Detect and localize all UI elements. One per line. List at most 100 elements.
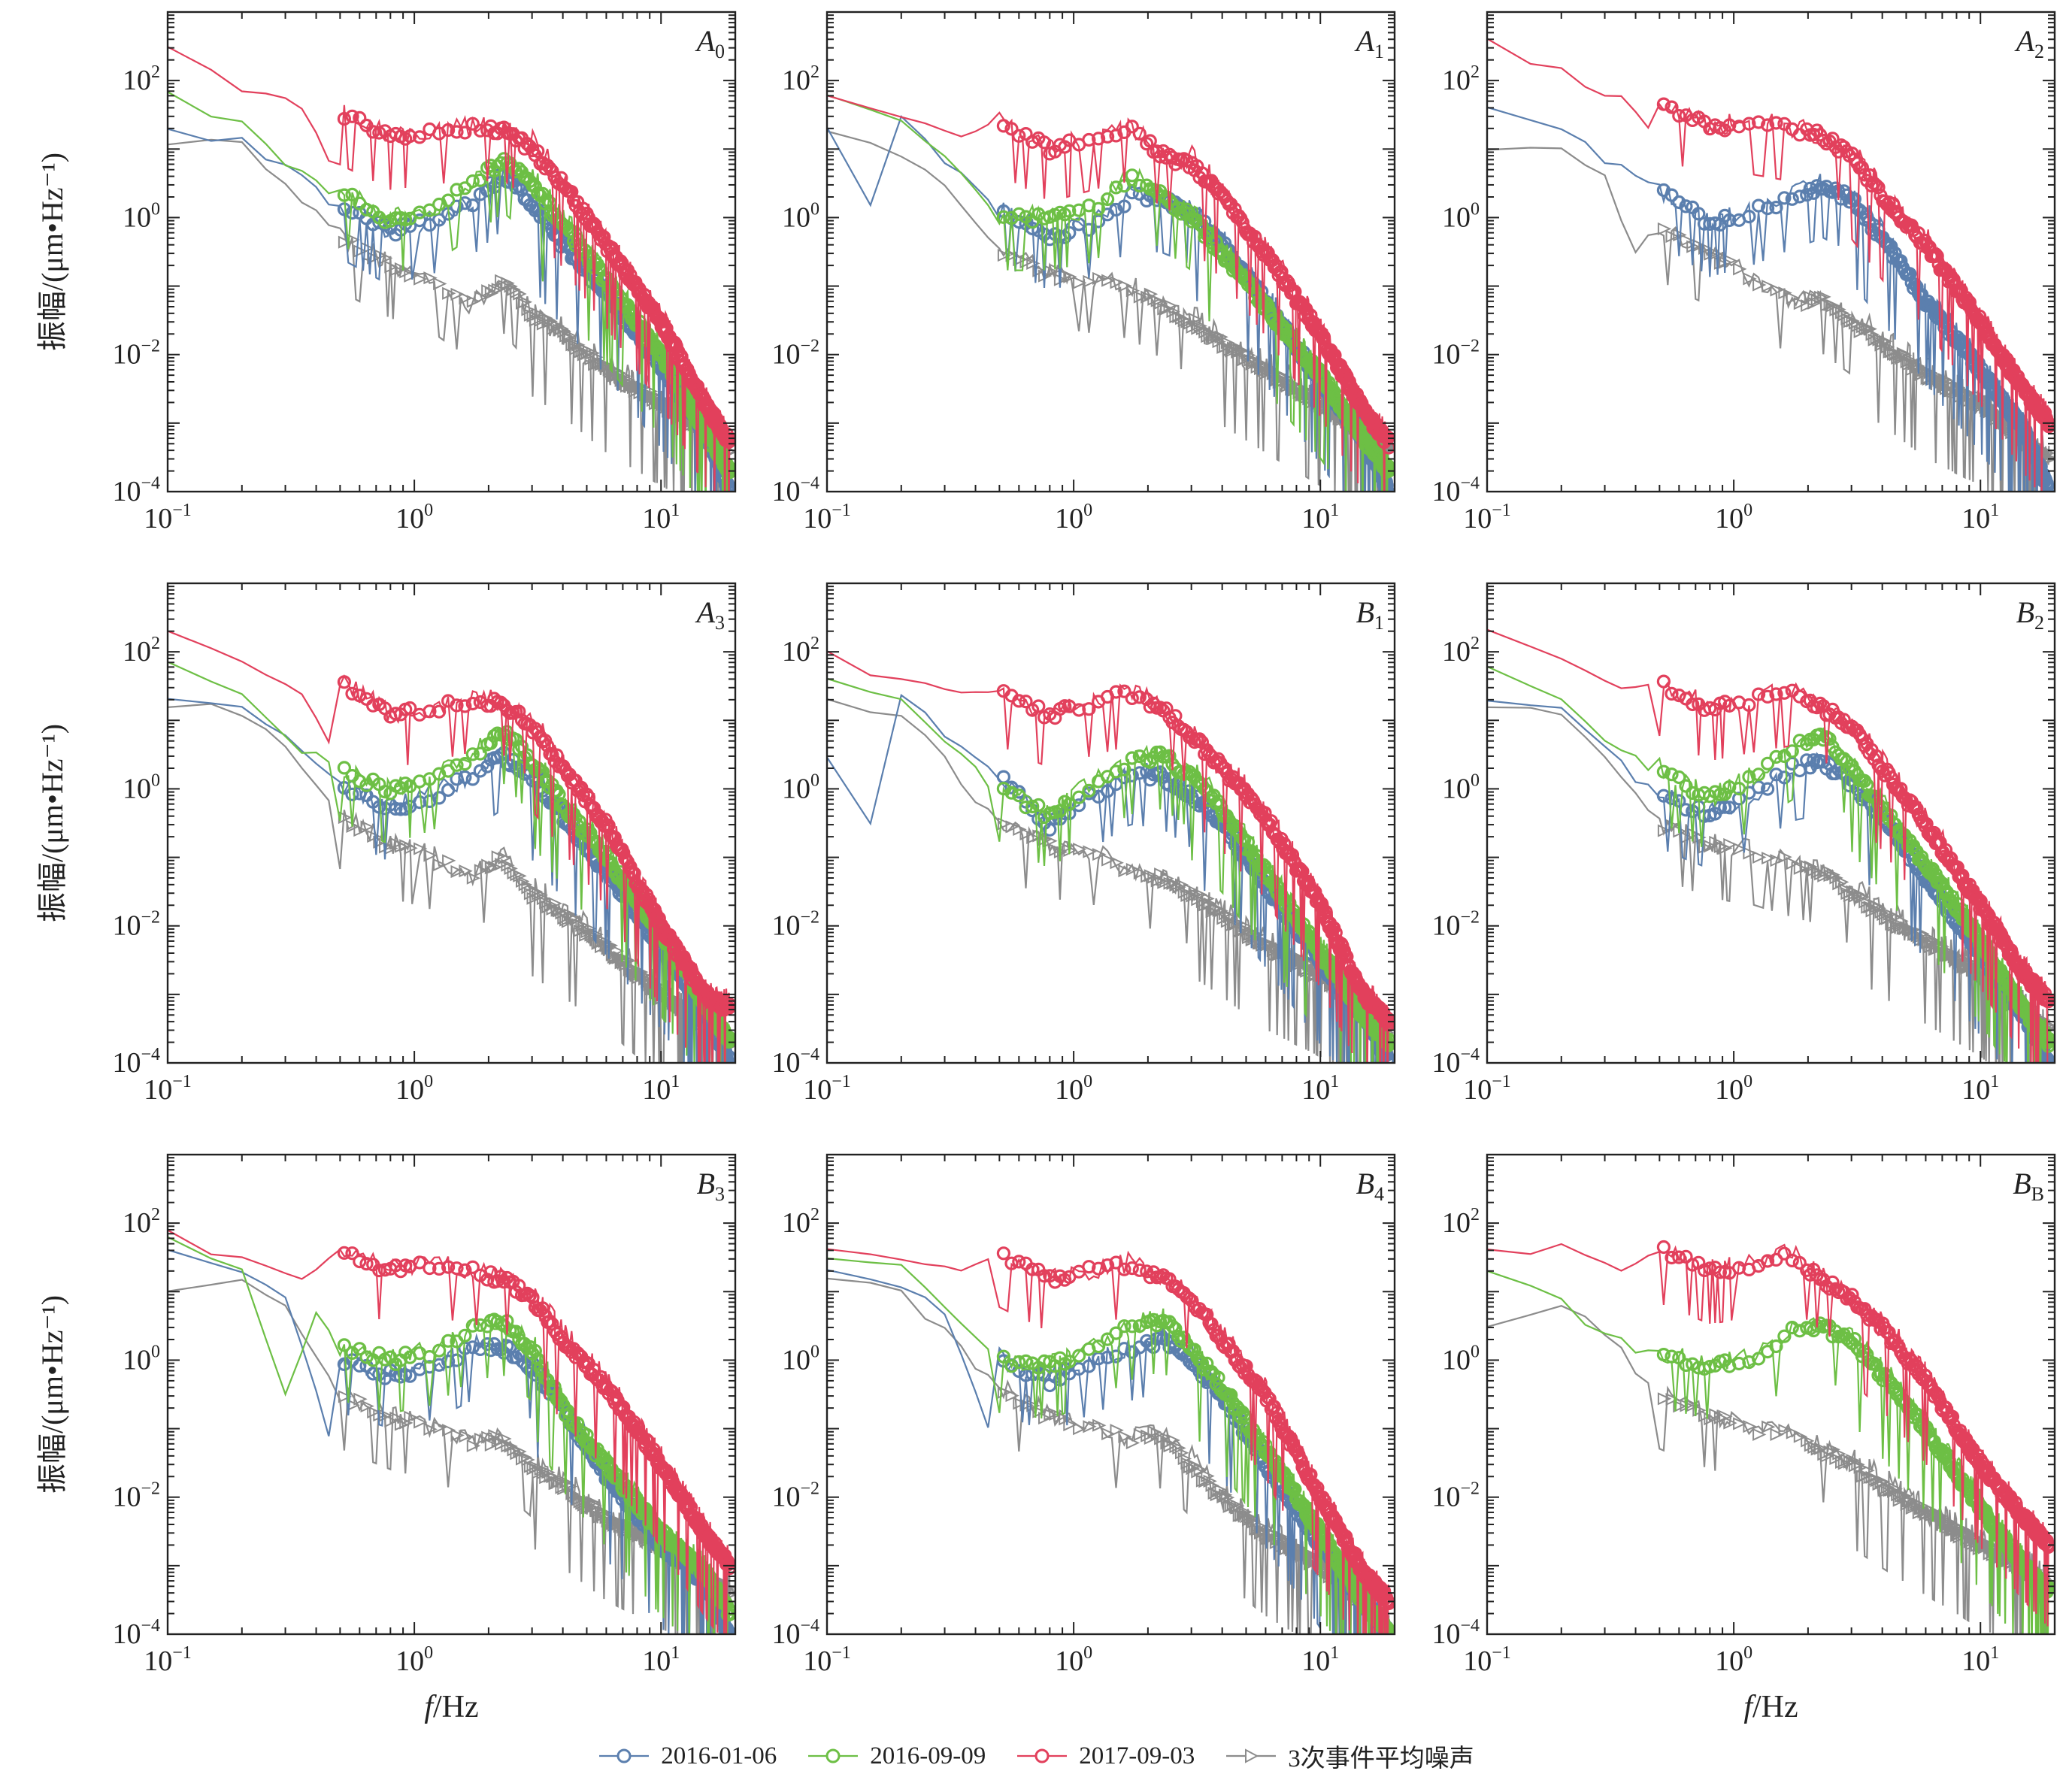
data-point bbox=[1198, 782, 1212, 796]
data-point bbox=[1118, 279, 1132, 292]
data-point bbox=[474, 864, 489, 877]
data-point bbox=[1769, 116, 1783, 130]
y-tick-label: 102 bbox=[782, 634, 819, 668]
data-point bbox=[1665, 100, 1679, 114]
data-point bbox=[441, 193, 456, 207]
data-point bbox=[404, 269, 418, 283]
data-point bbox=[1896, 347, 1911, 360]
data-point bbox=[1201, 892, 1215, 906]
data-point bbox=[353, 824, 368, 837]
data-point bbox=[484, 286, 499, 300]
data-point bbox=[1147, 870, 1162, 884]
data-point bbox=[487, 692, 501, 706]
data-point bbox=[1203, 326, 1217, 340]
data-point bbox=[1132, 126, 1147, 141]
data-point bbox=[1722, 213, 1737, 228]
y-tick-label: 100 bbox=[1442, 199, 1480, 233]
x-tick-label: 10−1 bbox=[803, 1072, 851, 1106]
data-point bbox=[1752, 198, 1766, 213]
data-point bbox=[459, 864, 473, 878]
data-point bbox=[458, 770, 472, 785]
data-point bbox=[1133, 866, 1148, 880]
data-point bbox=[1383, 489, 1395, 492]
x-tick-label: 101 bbox=[642, 1072, 680, 1106]
series-3次事件平均噪声 bbox=[827, 698, 1395, 1063]
data-point bbox=[1101, 853, 1116, 867]
data-point bbox=[1228, 202, 1242, 216]
data-point bbox=[1004, 210, 1019, 225]
data-point bbox=[1044, 834, 1058, 848]
data-point bbox=[337, 761, 351, 775]
data-point bbox=[1083, 845, 1097, 858]
data-point bbox=[1058, 699, 1072, 713]
data-point bbox=[1212, 335, 1226, 349]
data-point bbox=[2042, 487, 2055, 492]
data-point bbox=[1109, 764, 1123, 779]
data-point bbox=[433, 277, 447, 291]
data-point bbox=[1071, 790, 1086, 804]
data-point bbox=[345, 787, 359, 801]
data-point bbox=[423, 203, 437, 217]
data-point bbox=[1657, 222, 1672, 235]
plot-area bbox=[1487, 38, 2055, 492]
data-point bbox=[1930, 249, 1944, 263]
data-point bbox=[1801, 860, 1815, 873]
data-point bbox=[1770, 854, 1784, 867]
data-point bbox=[1722, 118, 1737, 132]
data-point bbox=[450, 125, 464, 139]
data-point bbox=[1855, 160, 1869, 174]
data-point bbox=[458, 756, 472, 771]
data-point bbox=[442, 854, 456, 867]
data-point bbox=[1019, 827, 1034, 841]
data-point bbox=[659, 321, 674, 335]
data-point bbox=[1192, 732, 1207, 746]
data-point bbox=[586, 801, 601, 816]
data-point bbox=[1786, 291, 1801, 304]
data-point bbox=[1140, 178, 1154, 192]
y-tick-label: 10−2 bbox=[112, 908, 160, 942]
data-point bbox=[403, 211, 417, 226]
data-point bbox=[1777, 191, 1792, 205]
y-axis-label: 振幅/(μm•Hz⁻¹) bbox=[35, 153, 69, 351]
y-tick-label: 100 bbox=[123, 199, 160, 233]
data-point bbox=[1118, 864, 1132, 878]
data-point bbox=[997, 249, 1012, 262]
data-point bbox=[1019, 256, 1034, 269]
data-point bbox=[546, 322, 560, 336]
data-point bbox=[1019, 695, 1033, 709]
data-point bbox=[1100, 192, 1115, 207]
data-point bbox=[1825, 132, 1840, 146]
data-point bbox=[389, 801, 403, 816]
data-point bbox=[465, 198, 480, 213]
x-tick-label: 10−1 bbox=[1463, 501, 1511, 534]
data-point bbox=[394, 840, 409, 853]
data-point bbox=[399, 265, 413, 279]
data-point bbox=[450, 698, 464, 713]
x-tick-label: 100 bbox=[395, 1072, 433, 1106]
data-point bbox=[474, 291, 489, 304]
data-point bbox=[1125, 284, 1141, 298]
data-point bbox=[1672, 109, 1686, 123]
y-tick-label: 10−4 bbox=[771, 1045, 819, 1079]
data-point bbox=[423, 849, 438, 862]
data-point bbox=[423, 271, 438, 285]
axes-frame bbox=[825, 11, 1396, 493]
panel-a0: 10−1 100 101 102 100 10−2 10−4 A0 振幅/(μm•Hz⁻¹) bbox=[35, 11, 737, 534]
data-point bbox=[1043, 822, 1057, 837]
y-tick-label: 10−2 bbox=[771, 337, 819, 371]
x-tick-label: 101 bbox=[1301, 501, 1339, 534]
data-point bbox=[1201, 329, 1215, 344]
data-point bbox=[1062, 797, 1077, 812]
data-point bbox=[1679, 199, 1693, 213]
data-point bbox=[353, 689, 367, 703]
data-point bbox=[360, 820, 374, 834]
y-tick-label: 102 bbox=[1442, 62, 1480, 96]
data-point bbox=[1153, 701, 1168, 715]
data-point bbox=[512, 704, 526, 719]
data-point bbox=[1848, 316, 1863, 330]
data-point bbox=[997, 817, 1012, 831]
data-point bbox=[996, 210, 1011, 224]
data-point bbox=[459, 292, 473, 305]
data-point bbox=[433, 858, 447, 872]
